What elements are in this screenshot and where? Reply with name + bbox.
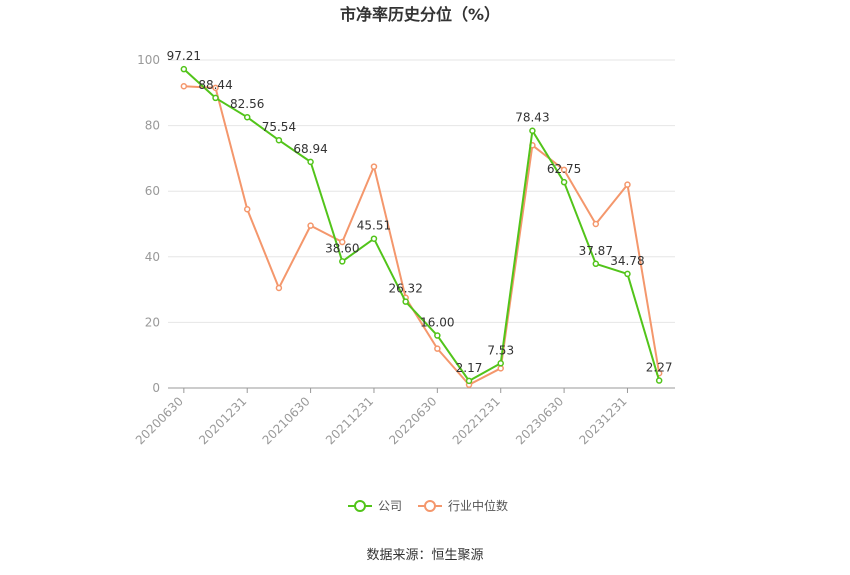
data-label: 16.00 <box>420 316 454 330</box>
data-label: 26.32 <box>388 282 422 296</box>
data-point <box>180 82 188 90</box>
data-label: 97.21 <box>167 49 201 63</box>
y-axis: 0 20 40 60 80 100 <box>137 53 160 395</box>
data-point <box>560 166 568 174</box>
x-tick-label: 20200630 <box>133 394 186 447</box>
legend-swatch-marker <box>354 500 366 512</box>
y-tick-label: 40 <box>145 250 160 264</box>
grid-lines <box>168 59 675 323</box>
x-tick-label: 20231231 <box>577 394 630 447</box>
data-point <box>497 360 504 367</box>
data-point <box>434 345 441 352</box>
x-tick-label: 20211231 <box>323 394 376 447</box>
data-point <box>212 94 219 102</box>
y-tick-label: 80 <box>145 119 160 133</box>
chart-title: 市净率历史分位（%） <box>340 5 500 24</box>
data-point <box>212 84 219 92</box>
y-tick-label: 20 <box>145 315 160 329</box>
x-tick-label: 20201231 <box>196 394 249 447</box>
data-point <box>370 163 378 170</box>
data-label: 7.53 <box>487 343 514 357</box>
data-point <box>434 332 441 339</box>
data-point <box>243 113 251 121</box>
data-point <box>624 270 631 278</box>
data-label: 68.94 <box>293 142 327 156</box>
x-tick-label: 20230630 <box>513 394 566 447</box>
x-axis: 20200630 20201231 20210630 20211231 20220630… <box>133 387 675 447</box>
data-label: 62.75 <box>547 162 581 176</box>
legend-label: 行业中位数 <box>448 498 508 513</box>
data-point <box>275 284 283 292</box>
data-point <box>402 298 409 305</box>
series-line <box>183 85 661 386</box>
legend[interactable]: 公司 行业中位数 <box>348 498 508 513</box>
data-point <box>655 377 663 384</box>
data-point <box>275 136 283 144</box>
x-tick-label: 20210630 <box>260 394 313 447</box>
data-point <box>307 158 314 166</box>
data-label: 38.60 <box>325 241 359 255</box>
data-point <box>465 377 473 385</box>
data-label: 78.43 <box>515 111 549 125</box>
source-note: 数据来源：恒生聚源 <box>366 548 483 563</box>
data-point <box>180 65 188 73</box>
x-tick-label: 20221231 <box>450 394 503 447</box>
data-label: 34.78 <box>610 254 644 268</box>
data-point <box>624 181 631 188</box>
data-point <box>592 220 600 228</box>
data-point <box>370 235 378 242</box>
data-point <box>243 205 251 213</box>
legend-label: 公司 <box>378 499 402 513</box>
data-label: 37.87 <box>579 244 613 258</box>
data-label: 2.27 <box>646 361 673 375</box>
y-tick-label: 100 <box>137 53 160 67</box>
y-tick-label: 0 <box>152 381 160 395</box>
series-layer <box>180 65 663 388</box>
series-line <box>183 68 661 382</box>
legend-swatch-marker <box>424 500 436 512</box>
data-point <box>529 127 536 134</box>
data-point <box>560 178 568 186</box>
data-label: 82.56 <box>230 97 264 111</box>
x-tick-label: 20220630 <box>386 394 439 447</box>
data-label: 75.54 <box>262 120 296 134</box>
data-label: 2.17 <box>456 361 483 375</box>
data-label: 45.51 <box>357 219 391 233</box>
data-point <box>497 365 504 372</box>
data-labels: 97.21 88.44 82.56 75.54 68.94 38.60 45.51 26.32… <box>167 49 673 375</box>
data-point <box>592 260 600 268</box>
data-point <box>339 258 346 265</box>
y-tick-label: 60 <box>145 184 160 198</box>
data-point <box>307 222 314 229</box>
data-point <box>339 238 346 246</box>
data-label: 88.44 <box>198 78 232 92</box>
